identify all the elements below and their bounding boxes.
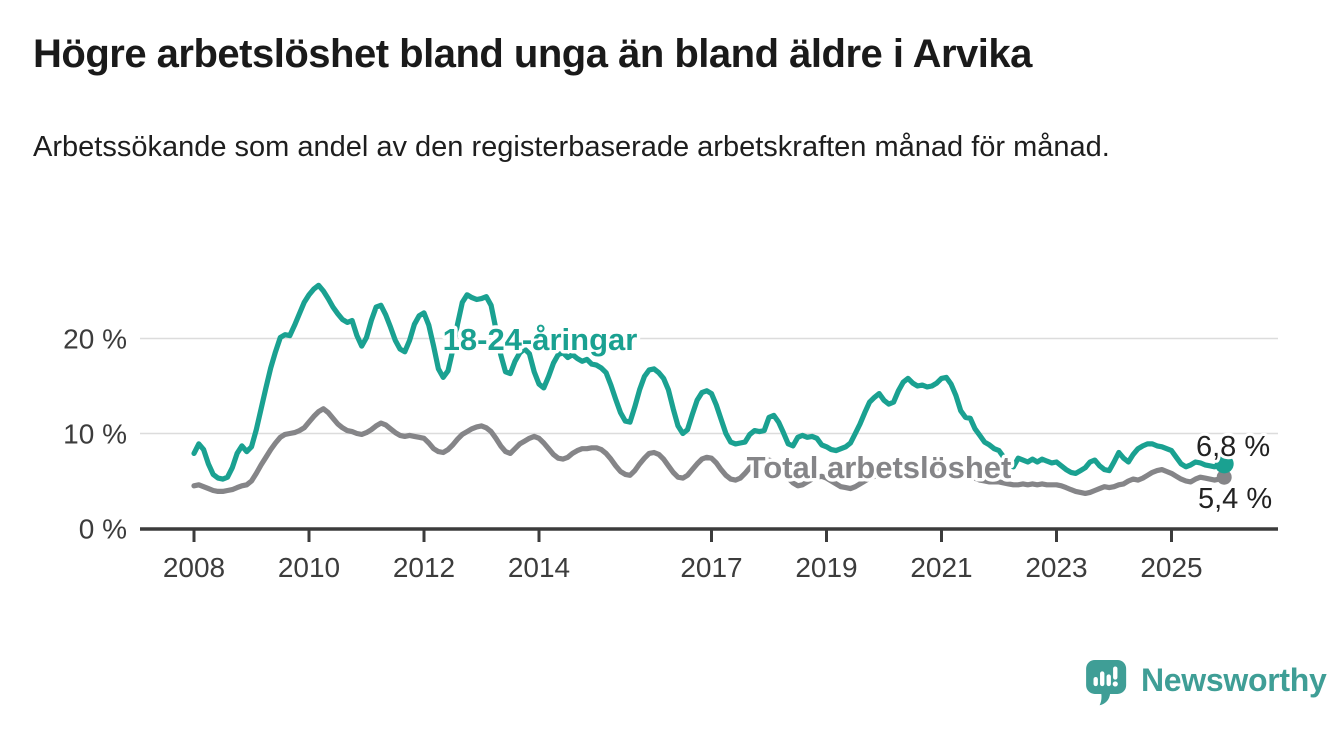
x-axis-label: 2025 — [1140, 552, 1202, 583]
x-axis-label: 2019 — [795, 552, 857, 583]
newsworthy-logo: Newsworthy — [1086, 660, 1327, 707]
x-axis-label: 2012 — [393, 552, 455, 583]
chart-labels: 18-24-åringar Total arbetslöshet 6,8 % 5… — [439, 319, 1275, 519]
series-end-dot-1 — [1214, 454, 1234, 474]
grid-and-axes: 0 % 10 % 20 % 2008 2010 2012 2014 2017 2019 2021 2… — [63, 324, 1278, 583]
speech-bubble-shape — [1086, 660, 1127, 706]
x-axis-label: 2010 — [278, 552, 340, 583]
series-line-1 — [191, 282, 1227, 482]
exclamation-bar — [1113, 666, 1118, 680]
bar-1 — [1093, 676, 1098, 687]
end-value-total: 5,4 % — [1198, 483, 1272, 515]
x-axis-label: 2014 — [508, 552, 570, 583]
y-axis-label: 20 % — [63, 324, 127, 355]
series-label-young: 18-24-åringar — [443, 322, 638, 357]
chart-subtitle: Arbetssökande som andel av den registerb… — [33, 131, 1110, 163]
y-axis-label: 0 % — [79, 514, 127, 545]
bar-2 — [1100, 671, 1105, 687]
end-value-young: 6,8 % — [1196, 431, 1270, 463]
exclamation-dot — [1112, 681, 1118, 687]
series-lines — [191, 282, 1234, 496]
newsworthy-icon — [1086, 660, 1127, 706]
series-label-total: Total arbetslöshet — [747, 450, 1012, 485]
series-end-dot-0 — [1216, 469, 1232, 485]
series-line-0 — [191, 406, 1227, 496]
x-axis-label: 2017 — [680, 552, 742, 583]
y-axis-label: 10 % — [63, 419, 127, 450]
x-axis-label: 2023 — [1025, 552, 1087, 583]
bar-3 — [1106, 674, 1111, 687]
newsworthy-wordmark: Newsworthy — [1141, 662, 1327, 698]
x-axis-label: 2021 — [910, 552, 972, 583]
x-axis-label: 2008 — [163, 552, 225, 583]
chart-title: Högre arbetslöshet bland unga än bland ä… — [33, 32, 1032, 76]
